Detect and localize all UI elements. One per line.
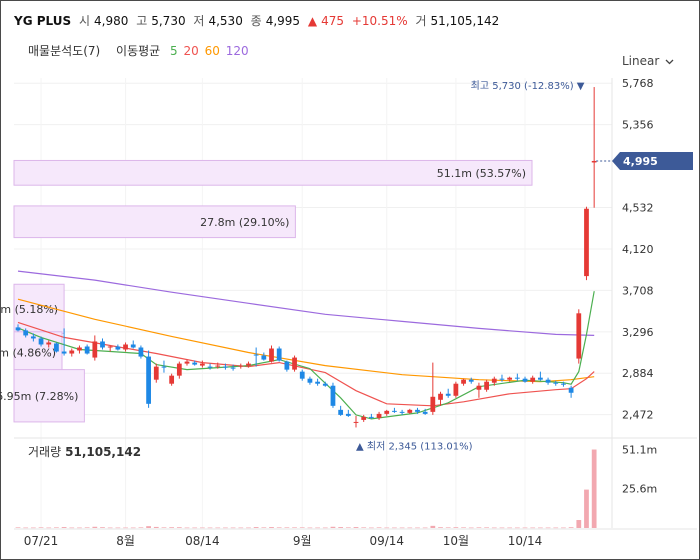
change-percent: +10.51% (351, 14, 408, 28)
ma20-label: 20 (183, 44, 199, 58)
volume-value: 51,105,142 (430, 14, 500, 28)
high-value: 5,730 (151, 14, 186, 28)
ma60-label: 60 (204, 44, 220, 58)
open-label: 시 (78, 14, 90, 28)
scale-dropdown[interactable]: Linear (622, 54, 674, 68)
indicator-legend: 매물분석도(7) 이동평균 5 20 60 120 (28, 42, 251, 59)
low-label: 저 (193, 14, 205, 28)
open-value: 4,980 (94, 14, 129, 28)
stock-name: YG PLUS (14, 14, 72, 28)
change-up-icon: ▲ (307, 14, 318, 28)
moving-average-toggle[interactable]: 이동평균 (116, 44, 161, 58)
price-summary: YG PLUS 시 4,980 고 5,730 저 4,530 종 4,995 ▲ 475… (14, 12, 503, 29)
chevron-down-icon (665, 54, 674, 68)
ma5-label: 5 (170, 44, 178, 58)
close-value: 4,995 (265, 14, 301, 28)
scale-label: Linear (622, 54, 660, 68)
volume-label: 거 (415, 14, 427, 28)
change-value: 475 (321, 14, 345, 28)
ma120-label: 120 (225, 44, 249, 58)
volume-profile-toggle[interactable]: 매물분석도(7) (28, 44, 101, 58)
low-value: 4,530 (208, 14, 243, 28)
close-label: 종 (250, 14, 262, 28)
high-label: 고 (136, 14, 148, 28)
